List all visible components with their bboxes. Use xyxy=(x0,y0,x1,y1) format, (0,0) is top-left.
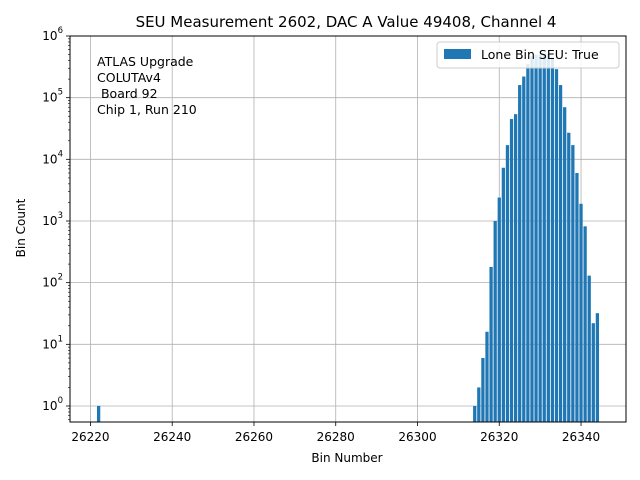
histogram-bar xyxy=(526,64,530,423)
x-tick-label: 26340 xyxy=(562,430,600,444)
x-tick-label: 26300 xyxy=(398,430,436,444)
legend: Lone Bin SEU: True xyxy=(436,41,620,69)
histogram-bar xyxy=(579,203,583,422)
histogram-bar xyxy=(473,405,477,422)
histogram-bar xyxy=(530,56,534,422)
y-tick-label: 104 xyxy=(42,149,63,166)
histogram-bar xyxy=(96,405,101,422)
axes-frame xyxy=(69,35,627,423)
histogram-bar xyxy=(509,119,514,423)
histogram-bar xyxy=(591,323,595,422)
annotation-line-3: Board 92 xyxy=(97,86,158,101)
legend-swatch xyxy=(444,49,471,59)
annotation-box: ATLAS Upgrade COLUTAv4 Board 92 Chip 1, … xyxy=(97,54,197,117)
histogram-bar xyxy=(518,85,522,422)
annotation-line-1: ATLAS Upgrade xyxy=(97,54,194,69)
histogram-bar xyxy=(477,387,481,422)
y-tick-label: 106 xyxy=(42,26,63,43)
x-tick-label: 26220 xyxy=(71,430,109,444)
histogram-bar xyxy=(534,54,538,422)
histogram-bar xyxy=(481,358,485,422)
annotation-line-2: COLUTAv4 xyxy=(97,70,161,85)
histogram-bar xyxy=(513,114,518,422)
histogram-bar xyxy=(554,69,559,422)
x-tick-label: 26280 xyxy=(317,430,355,444)
legend-frame xyxy=(436,41,620,69)
histogram-bar xyxy=(497,197,501,422)
x-axis-label: Bin Number xyxy=(311,451,382,465)
y-axis-label: Bin Count xyxy=(14,198,28,257)
histogram-bar xyxy=(542,53,546,422)
histogram-bar xyxy=(558,85,563,422)
histogram-bar xyxy=(587,275,591,422)
annotation-line-4: Chip 1, Run 210 xyxy=(97,102,197,117)
y-tick-label: 103 xyxy=(42,211,63,228)
x-tick-label: 26320 xyxy=(480,430,518,444)
y-tick-label: 102 xyxy=(42,273,63,290)
histogram-bar xyxy=(489,266,493,422)
legend-entry-label: Lone Bin SEU: True xyxy=(481,47,599,62)
y-tick-label: 101 xyxy=(42,334,63,351)
histogram-bar xyxy=(501,167,505,422)
histogram-bar xyxy=(505,145,510,423)
y-axis-ticks: 100 101 102 103 104 105 106 xyxy=(42,26,70,420)
x-tick-label: 26260 xyxy=(235,430,273,444)
histogram-bar xyxy=(595,313,600,422)
chart-title: SEU Measurement 2602, DAC A Value 49408,… xyxy=(136,13,557,31)
histogram-bar xyxy=(567,132,571,423)
histogram-bar xyxy=(538,54,542,422)
histogram-bar xyxy=(493,220,497,422)
histogram-bar xyxy=(550,57,555,423)
histogram-bar xyxy=(571,145,575,423)
y-tick-label: 100 xyxy=(42,396,63,413)
x-axis-ticks: 26220 26240 26260 26280 26300 26320 26340 xyxy=(71,422,600,444)
bars xyxy=(96,53,600,423)
y-tick-label: 105 xyxy=(42,88,63,105)
histogram-bar xyxy=(563,107,567,423)
histogram-bar xyxy=(575,173,579,422)
histogram-bar xyxy=(522,76,526,423)
histogram-bar xyxy=(583,226,587,422)
histogram-bar xyxy=(485,331,489,422)
histogram-bar xyxy=(546,53,550,422)
x-tick-label: 26240 xyxy=(153,430,191,444)
